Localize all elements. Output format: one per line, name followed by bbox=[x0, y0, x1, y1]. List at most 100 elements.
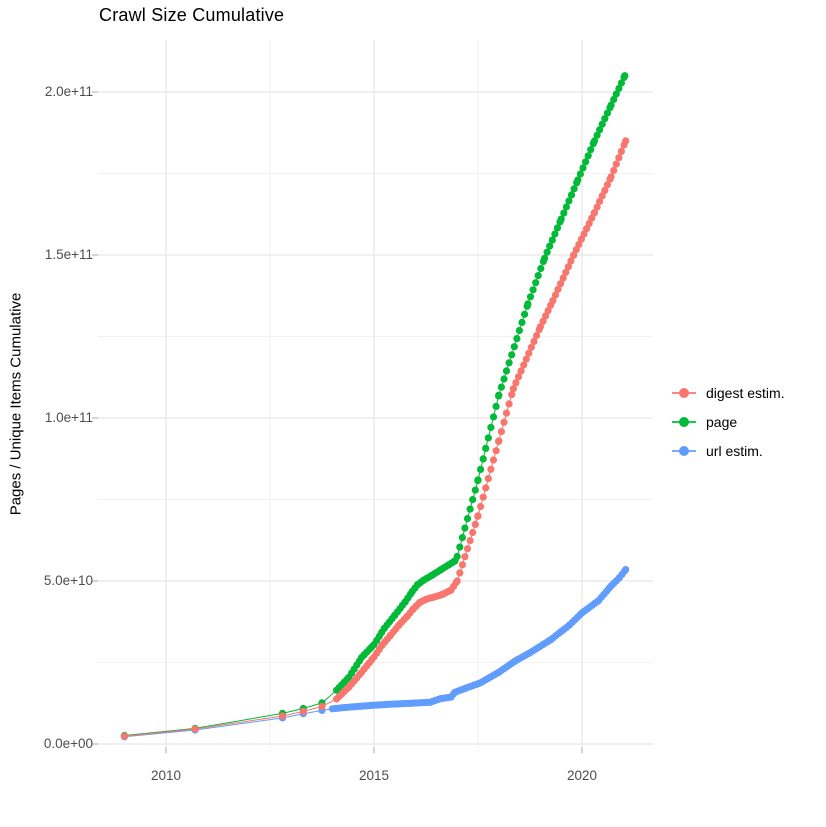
data-point-digest-estim- bbox=[551, 291, 560, 299]
x-tick-label: 2010 bbox=[150, 768, 182, 783]
data-point-digest-estim- bbox=[601, 186, 609, 194]
data-point-page bbox=[510, 343, 518, 351]
data-point-page bbox=[453, 552, 461, 561]
legend-label: url estim. bbox=[706, 442, 763, 459]
data-point-page bbox=[458, 534, 466, 542]
legend-entry: digest estim. bbox=[672, 378, 785, 407]
data-point-page bbox=[612, 90, 620, 98]
data-point-page bbox=[557, 215, 565, 223]
data-point-digest-estim- bbox=[567, 257, 575, 265]
data-point-page bbox=[518, 318, 526, 326]
page-title: Crawl Size Cumulative bbox=[99, 5, 285, 25]
data-point-page bbox=[579, 164, 587, 172]
data-point-digest-estim- bbox=[453, 577, 461, 585]
data-point-digest-estim- bbox=[603, 181, 612, 189]
data-point-page bbox=[474, 476, 482, 484]
data-point-page bbox=[497, 383, 505, 391]
data-point-digest-estim- bbox=[500, 418, 508, 426]
data-point-digest-estim- bbox=[484, 475, 492, 483]
data-point-page bbox=[615, 84, 623, 93]
legend-label: digest estim. bbox=[706, 384, 785, 401]
data-point-page bbox=[593, 131, 601, 139]
data-point-digest-estim- bbox=[512, 379, 520, 387]
data-point-page bbox=[508, 351, 516, 359]
data-point-page bbox=[543, 248, 551, 256]
data-point-digest-estim- bbox=[508, 391, 516, 399]
data-point-page bbox=[582, 158, 590, 166]
data-point-page bbox=[590, 137, 599, 145]
data-point-digest-estim- bbox=[492, 447, 500, 455]
data-point-digest-estim- bbox=[458, 561, 466, 569]
data-point-page bbox=[541, 254, 549, 262]
data-point-digest-estim- bbox=[120, 732, 128, 740]
data-point-digest-estim- bbox=[520, 361, 528, 369]
data-point-page bbox=[461, 524, 469, 532]
data-point-digest-estim- bbox=[469, 528, 477, 537]
data-point-page bbox=[596, 126, 604, 134]
data-point-page bbox=[567, 191, 576, 199]
data-point-page bbox=[456, 543, 464, 551]
data-point-page bbox=[466, 505, 474, 513]
data-point-page bbox=[576, 170, 585, 178]
data-point-digest-estim- bbox=[517, 367, 525, 375]
data-point-page bbox=[560, 209, 568, 217]
y-axis-title: Pages / Unique Items Cumulative bbox=[7, 292, 25, 516]
data-point-page bbox=[463, 515, 472, 523]
data-point-page bbox=[529, 286, 537, 294]
data-point-digest-estim- bbox=[593, 203, 601, 211]
data-point-digest-estim- bbox=[596, 197, 604, 206]
data-point-digest-estim- bbox=[522, 355, 530, 363]
data-point-digest-estim- bbox=[610, 166, 618, 174]
data-point-page bbox=[471, 486, 479, 494]
data-point-digest-estim- bbox=[191, 725, 199, 733]
data-point-page bbox=[601, 115, 609, 123]
data-point-digest-estim- bbox=[564, 263, 573, 271]
data-point-page bbox=[537, 264, 545, 273]
legend-label: page bbox=[706, 413, 738, 430]
data-point-page bbox=[562, 203, 571, 211]
data-point-digest-estim- bbox=[549, 297, 557, 305]
data-point-url-estim- bbox=[622, 566, 630, 574]
data-point-page bbox=[487, 423, 495, 431]
data-point-page bbox=[610, 95, 618, 104]
data-point-digest-estim- bbox=[536, 323, 545, 331]
data-point-page bbox=[492, 402, 500, 410]
data-point-page bbox=[584, 152, 592, 160]
data-point-page bbox=[534, 272, 542, 280]
data-point-page bbox=[553, 224, 562, 232]
data-point-page bbox=[482, 444, 490, 452]
data-point-digest-estim- bbox=[487, 465, 495, 473]
data-point-page bbox=[548, 236, 556, 244]
data-point-page bbox=[546, 242, 554, 250]
data-point-page bbox=[513, 335, 521, 343]
data-point-digest-estim- bbox=[557, 280, 565, 288]
data-point-digest-estim- bbox=[525, 349, 533, 357]
x-tick-label: 2015 bbox=[358, 768, 390, 783]
data-point-digest-estim- bbox=[539, 317, 547, 325]
data-point-digest-estim- bbox=[466, 537, 474, 545]
legend-key-icon bbox=[672, 387, 696, 399]
y-tick-label: 0.0e+00 bbox=[43, 736, 93, 751]
data-point-digest-estim- bbox=[612, 160, 620, 168]
data-point-digest-estim- bbox=[495, 437, 503, 445]
data-point-page bbox=[484, 434, 492, 442]
data-point-digest-estim- bbox=[479, 493, 487, 501]
data-point-page bbox=[603, 109, 612, 117]
data-point-digest-estim- bbox=[617, 147, 626, 155]
data-point-digest-estim- bbox=[299, 707, 307, 716]
data-point-digest-estim- bbox=[533, 331, 541, 340]
data-point-page bbox=[505, 359, 513, 367]
data-point-digest-estim- bbox=[530, 337, 538, 345]
legend-entry: page bbox=[672, 407, 785, 436]
y-tick-label: 2.0e+11 bbox=[44, 84, 93, 99]
data-point-digest-estim- bbox=[514, 373, 523, 381]
data-point-page bbox=[587, 146, 595, 154]
data-point-digest-estim- bbox=[562, 268, 570, 276]
data-point-digest-estim- bbox=[502, 409, 511, 417]
data-point-digest-estim- bbox=[598, 192, 606, 200]
data-point-page bbox=[502, 367, 511, 375]
data-point-digest-estim- bbox=[318, 702, 326, 711]
legend-key-icon bbox=[672, 445, 696, 457]
